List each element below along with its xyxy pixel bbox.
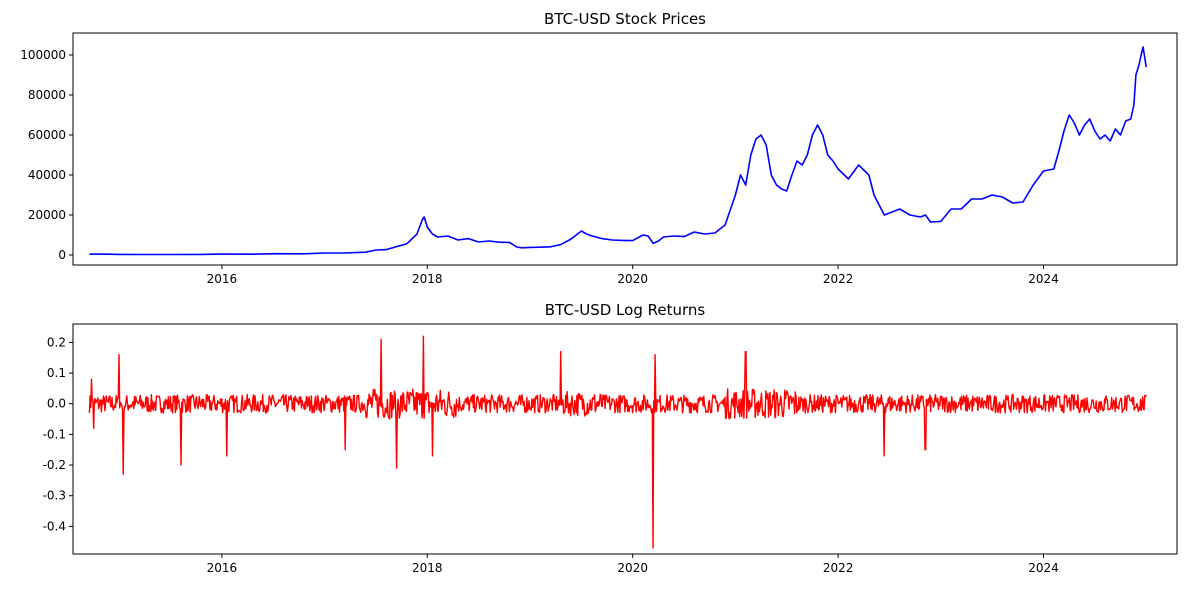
returns-series-line [88,335,1147,549]
y-tick-label: 0.1 [47,366,66,380]
x-tick-label: 2020 [617,272,648,286]
y-tick-label: 0 [58,248,66,262]
x-tick-label: 2022 [823,272,854,286]
x-tick-label: 2024 [1028,272,1059,286]
x-tick-label: 2016 [207,272,238,286]
y-tick-label: 100000 [20,48,66,62]
returns-chart-title: BTC-USD Log Returns [545,301,706,319]
x-tick-label: 2016 [207,561,238,575]
price-chart-axes [72,32,1178,266]
x-tick-label: 2022 [823,561,854,575]
price-chart: BTC-USD Stock Prices 0 20000 40000 60000 800… [20,10,1178,286]
y-tick-label: 20000 [28,208,66,222]
y-tick-label: 60000 [28,128,66,142]
x-tick-label: 2018 [412,561,443,575]
y-tick-label: -0.1 [43,427,66,441]
x-tick-label: 2020 [617,561,648,575]
y-tick-label: 0.0 [47,397,66,411]
returns-chart-y-ticks: 0.2 0.1 0.0 -0.1 -0.2 -0.3 -0.4 [43,335,73,533]
returns-chart-axes [72,323,1178,555]
y-tick-label: -0.2 [43,458,66,472]
y-tick-label: -0.4 [43,519,66,533]
y-tick-label: 40000 [28,168,66,182]
x-tick-label: 2018 [412,272,443,286]
returns-chart-x-ticks: 2016 2018 2020 2022 2024 [207,554,1059,575]
x-tick-label: 2024 [1028,561,1059,575]
y-tick-label: 80000 [28,88,66,102]
price-chart-x-ticks: 2016 2018 2020 2022 2024 [207,265,1059,286]
y-tick-label: 0.2 [47,335,66,349]
y-tick-label: -0.3 [43,489,66,503]
price-series-line [89,46,1147,256]
price-chart-y-ticks: 0 20000 40000 60000 80000 100000 [20,48,73,262]
returns-chart: BTC-USD Log Returns 0.2 0.1 0.0 -0.1 -0.2 -0.… [43,301,1178,575]
price-chart-title: BTC-USD Stock Prices [544,10,706,28]
